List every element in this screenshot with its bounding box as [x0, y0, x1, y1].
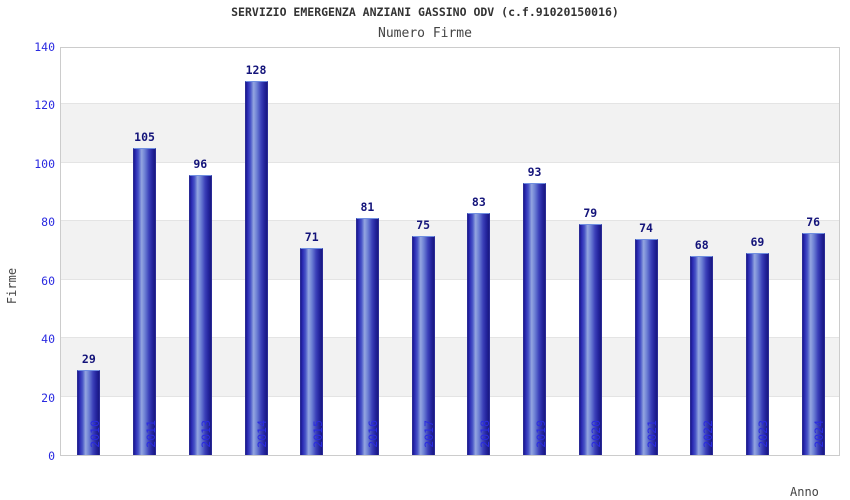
bar[interactable] [745, 253, 769, 455]
y-axis: Firme 0 20 40 60 80 100 120 140 [0, 40, 55, 463]
gridline [61, 278, 839, 280]
bar[interactable] [690, 256, 714, 455]
bar-value-label: 74 [639, 220, 653, 235]
bar[interactable] [355, 218, 379, 455]
y-tick-label: 140 [34, 40, 55, 54]
chart-subtitle: Numero Firme [378, 26, 472, 41]
bar-value-label: 128 [245, 63, 267, 78]
bar[interactable] [578, 224, 602, 455]
bar-value-label: 76 [806, 214, 821, 229]
bar[interactable] [188, 174, 212, 455]
y-tick-label: 0 [48, 449, 55, 463]
bar[interactable] [411, 235, 435, 455]
bar-value-label: 75 [416, 217, 431, 232]
gridline [61, 103, 839, 105]
background-band [61, 104, 839, 163]
gridline [61, 337, 839, 339]
bar[interactable] [77, 370, 101, 455]
bar[interactable] [244, 81, 268, 455]
bar-value-label: 69 [750, 235, 765, 250]
y-tick-label: 120 [34, 98, 55, 113]
x-axis: 2010 2011 2013 2014 2015 2016 2017 2018 2019 2020… [87, 420, 827, 448]
plot-area: 29 105 96 128 71 81 75 83 93 79 74 68 69 76 [60, 47, 840, 456]
bars-layer: 29 105 96 128 71 81 75 83 93 79 74 68 69 76 [61, 48, 839, 455]
x-axis-label: Anno [790, 485, 819, 499]
chart-header: SERVIZIO EMERGENZA ANZIANI GASSINO ODV (… [0, 5, 850, 44]
bar-value-label: 71 [304, 229, 319, 244]
bar-value-label: 68 [694, 238, 709, 253]
bar[interactable] [801, 232, 825, 455]
bar-value-label: 83 [471, 194, 486, 209]
y-tick-label: 60 [41, 273, 55, 288]
y-tick-label: 20 [41, 390, 55, 405]
chart-title: SERVIZIO EMERGENZA ANZIANI GASSINO ODV (… [231, 5, 619, 19]
gridline [61, 220, 839, 222]
bar-value-label: 81 [360, 200, 375, 215]
gridline [61, 395, 839, 397]
gridline [61, 161, 839, 163]
y-tick-label: 80 [41, 215, 55, 230]
y-tick-label: 100 [34, 156, 55, 171]
bar-value-label: 29 [81, 352, 96, 367]
bar-value-label: 93 [527, 165, 542, 180]
bar[interactable] [467, 212, 491, 455]
bar[interactable] [300, 247, 324, 455]
bar[interactable] [634, 238, 658, 455]
bar[interactable] [133, 148, 157, 455]
bar-value-label: 96 [193, 156, 208, 171]
y-tick-label: 40 [41, 332, 55, 347]
bar[interactable] [523, 183, 547, 455]
bar-value-label: 105 [134, 130, 155, 145]
bar-value-label: 79 [583, 206, 598, 221]
